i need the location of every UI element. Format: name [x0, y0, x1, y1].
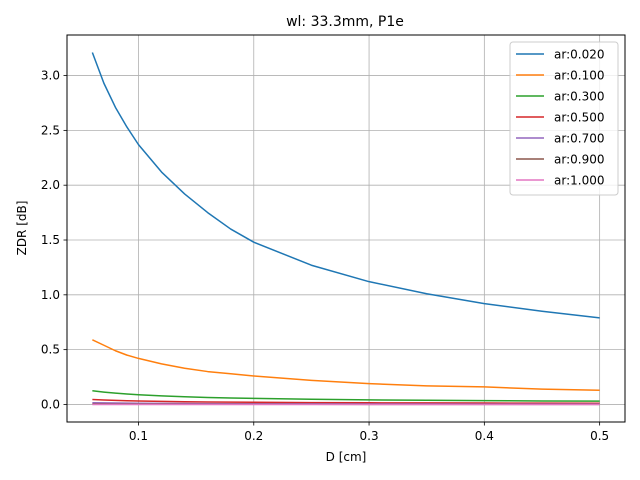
- y-tick-label: 2.5: [41, 123, 60, 137]
- y-tick-label: 0.5: [41, 343, 60, 357]
- legend-label: ar:0.500: [554, 111, 604, 125]
- x-axis-ticks: 0.1 0.2 0.3 0.4 0.5: [129, 422, 609, 443]
- x-axis-label: D [cm]: [326, 450, 367, 464]
- x-tick-label: 0.2: [244, 429, 263, 443]
- y-tick-label: 2.0: [41, 178, 60, 192]
- legend-label: ar:0.020: [554, 48, 604, 62]
- x-tick-label: 0.5: [590, 429, 609, 443]
- legend-label: ar:0.100: [554, 69, 604, 83]
- series-line-ar-0-300: [92, 390, 600, 402]
- series-line-ar-0-020: [91, 52, 600, 319]
- y-axis-label: ZDR [dB]: [15, 201, 29, 256]
- plot-area: [91, 52, 600, 406]
- x-tick-label: 0.1: [129, 429, 148, 443]
- legend-box: [509, 41, 619, 196]
- y-axis-ticks: 0.0 0.5 1.0 1.5 2.0 2.5 3.0: [41, 69, 67, 411]
- x-tick-label: 0.4: [475, 429, 494, 443]
- legend-label: ar:0.700: [554, 132, 604, 146]
- legend-label: ar:0.300: [554, 90, 604, 104]
- x-tick-label: 0.3: [360, 429, 379, 443]
- y-tick-label: 1.0: [41, 288, 60, 302]
- chart-title: wl: 33.3mm, P1e: [286, 14, 404, 30]
- series-line-ar-0-500: [92, 398, 600, 404]
- axes-frame: [66, 34, 626, 423]
- legend-label: ar:0.900: [554, 153, 604, 167]
- y-tick-label: 3.0: [41, 69, 60, 83]
- series-line-ar-0-100: [92, 339, 600, 391]
- y-tick-label: 0.0: [41, 397, 60, 411]
- legend-label: ar:1.000: [554, 174, 604, 188]
- legend: ar:0.020 ar:0.100 ar:0.300 ar:0.500 ar:0.700…: [509, 41, 619, 196]
- y-tick-label: 1.5: [41, 233, 60, 247]
